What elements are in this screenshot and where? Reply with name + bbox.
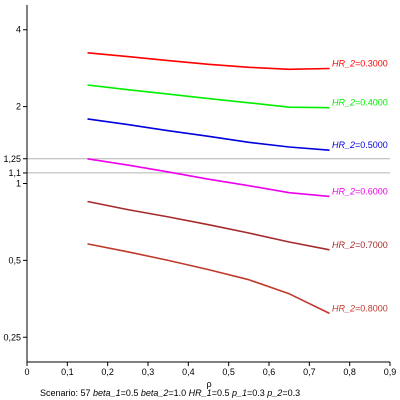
series-line-1 xyxy=(87,52,330,71)
x-tick-label: 0,4 xyxy=(182,367,195,377)
series-lines xyxy=(87,52,330,315)
series-label-2: HR_2=0.4000 xyxy=(332,98,388,108)
x-tick-label: 0,3 xyxy=(142,367,155,377)
y-tick-label: 0,25 xyxy=(3,332,21,342)
series-line-2 xyxy=(87,84,330,109)
x-tick-label: 0,2 xyxy=(101,367,114,377)
series-label-5: HR_2=0.7000 xyxy=(332,240,388,250)
y-tick-label: 1 xyxy=(16,179,21,189)
series-label-3: HR_2=0.5000 xyxy=(332,140,388,150)
x-tick-label: 0,6 xyxy=(263,367,276,377)
x-tick-label: 0,9 xyxy=(384,367,397,377)
y-tick-label: 4 xyxy=(16,25,21,35)
axes: 0 0,1 0,2 0,3 0,4 0,5 0,6 0,7 0,8 0,9 0,25 0,5 11,1 1… xyxy=(3,5,396,377)
series-line-5 xyxy=(87,200,330,251)
y-tick-label: 2 xyxy=(16,102,21,112)
x-tick-label: 0,7 xyxy=(303,367,316,377)
x-tick-label: 0 xyxy=(24,367,29,377)
y-tick-label: 1,25 xyxy=(3,154,21,164)
reference-lines xyxy=(27,158,390,174)
x-tick-label: 0,8 xyxy=(343,367,356,377)
series-labels: HR_2=0.3000 HR_2=0.4000 HR_2=0.5000 HR_2=0.… xyxy=(332,59,388,314)
x-axis-label: ρ xyxy=(206,379,211,389)
x-tick-label: 0,1 xyxy=(61,367,74,377)
y-tick-label: 0,5 xyxy=(8,255,21,265)
series-label-6: HR_2=0.8000 xyxy=(332,303,388,313)
x-tick-label: 0,5 xyxy=(222,367,235,377)
y-tick-label: 1,1 xyxy=(8,168,21,178)
series-line-6 xyxy=(87,243,330,315)
scenario-footer: Scenario: 57 beta_1=0.5 beta_2=1.0 HR_1=… xyxy=(40,388,300,398)
series-label-4: HR_2=0.6000 xyxy=(332,186,388,196)
series-line-3 xyxy=(87,118,330,151)
scenario-text: Scenario: 57 beta_1=0.5 beta_2=1.0 HR_1=… xyxy=(40,388,300,398)
series-line-4 xyxy=(87,158,330,198)
series-label-1: HR_2=0.3000 xyxy=(332,59,388,69)
